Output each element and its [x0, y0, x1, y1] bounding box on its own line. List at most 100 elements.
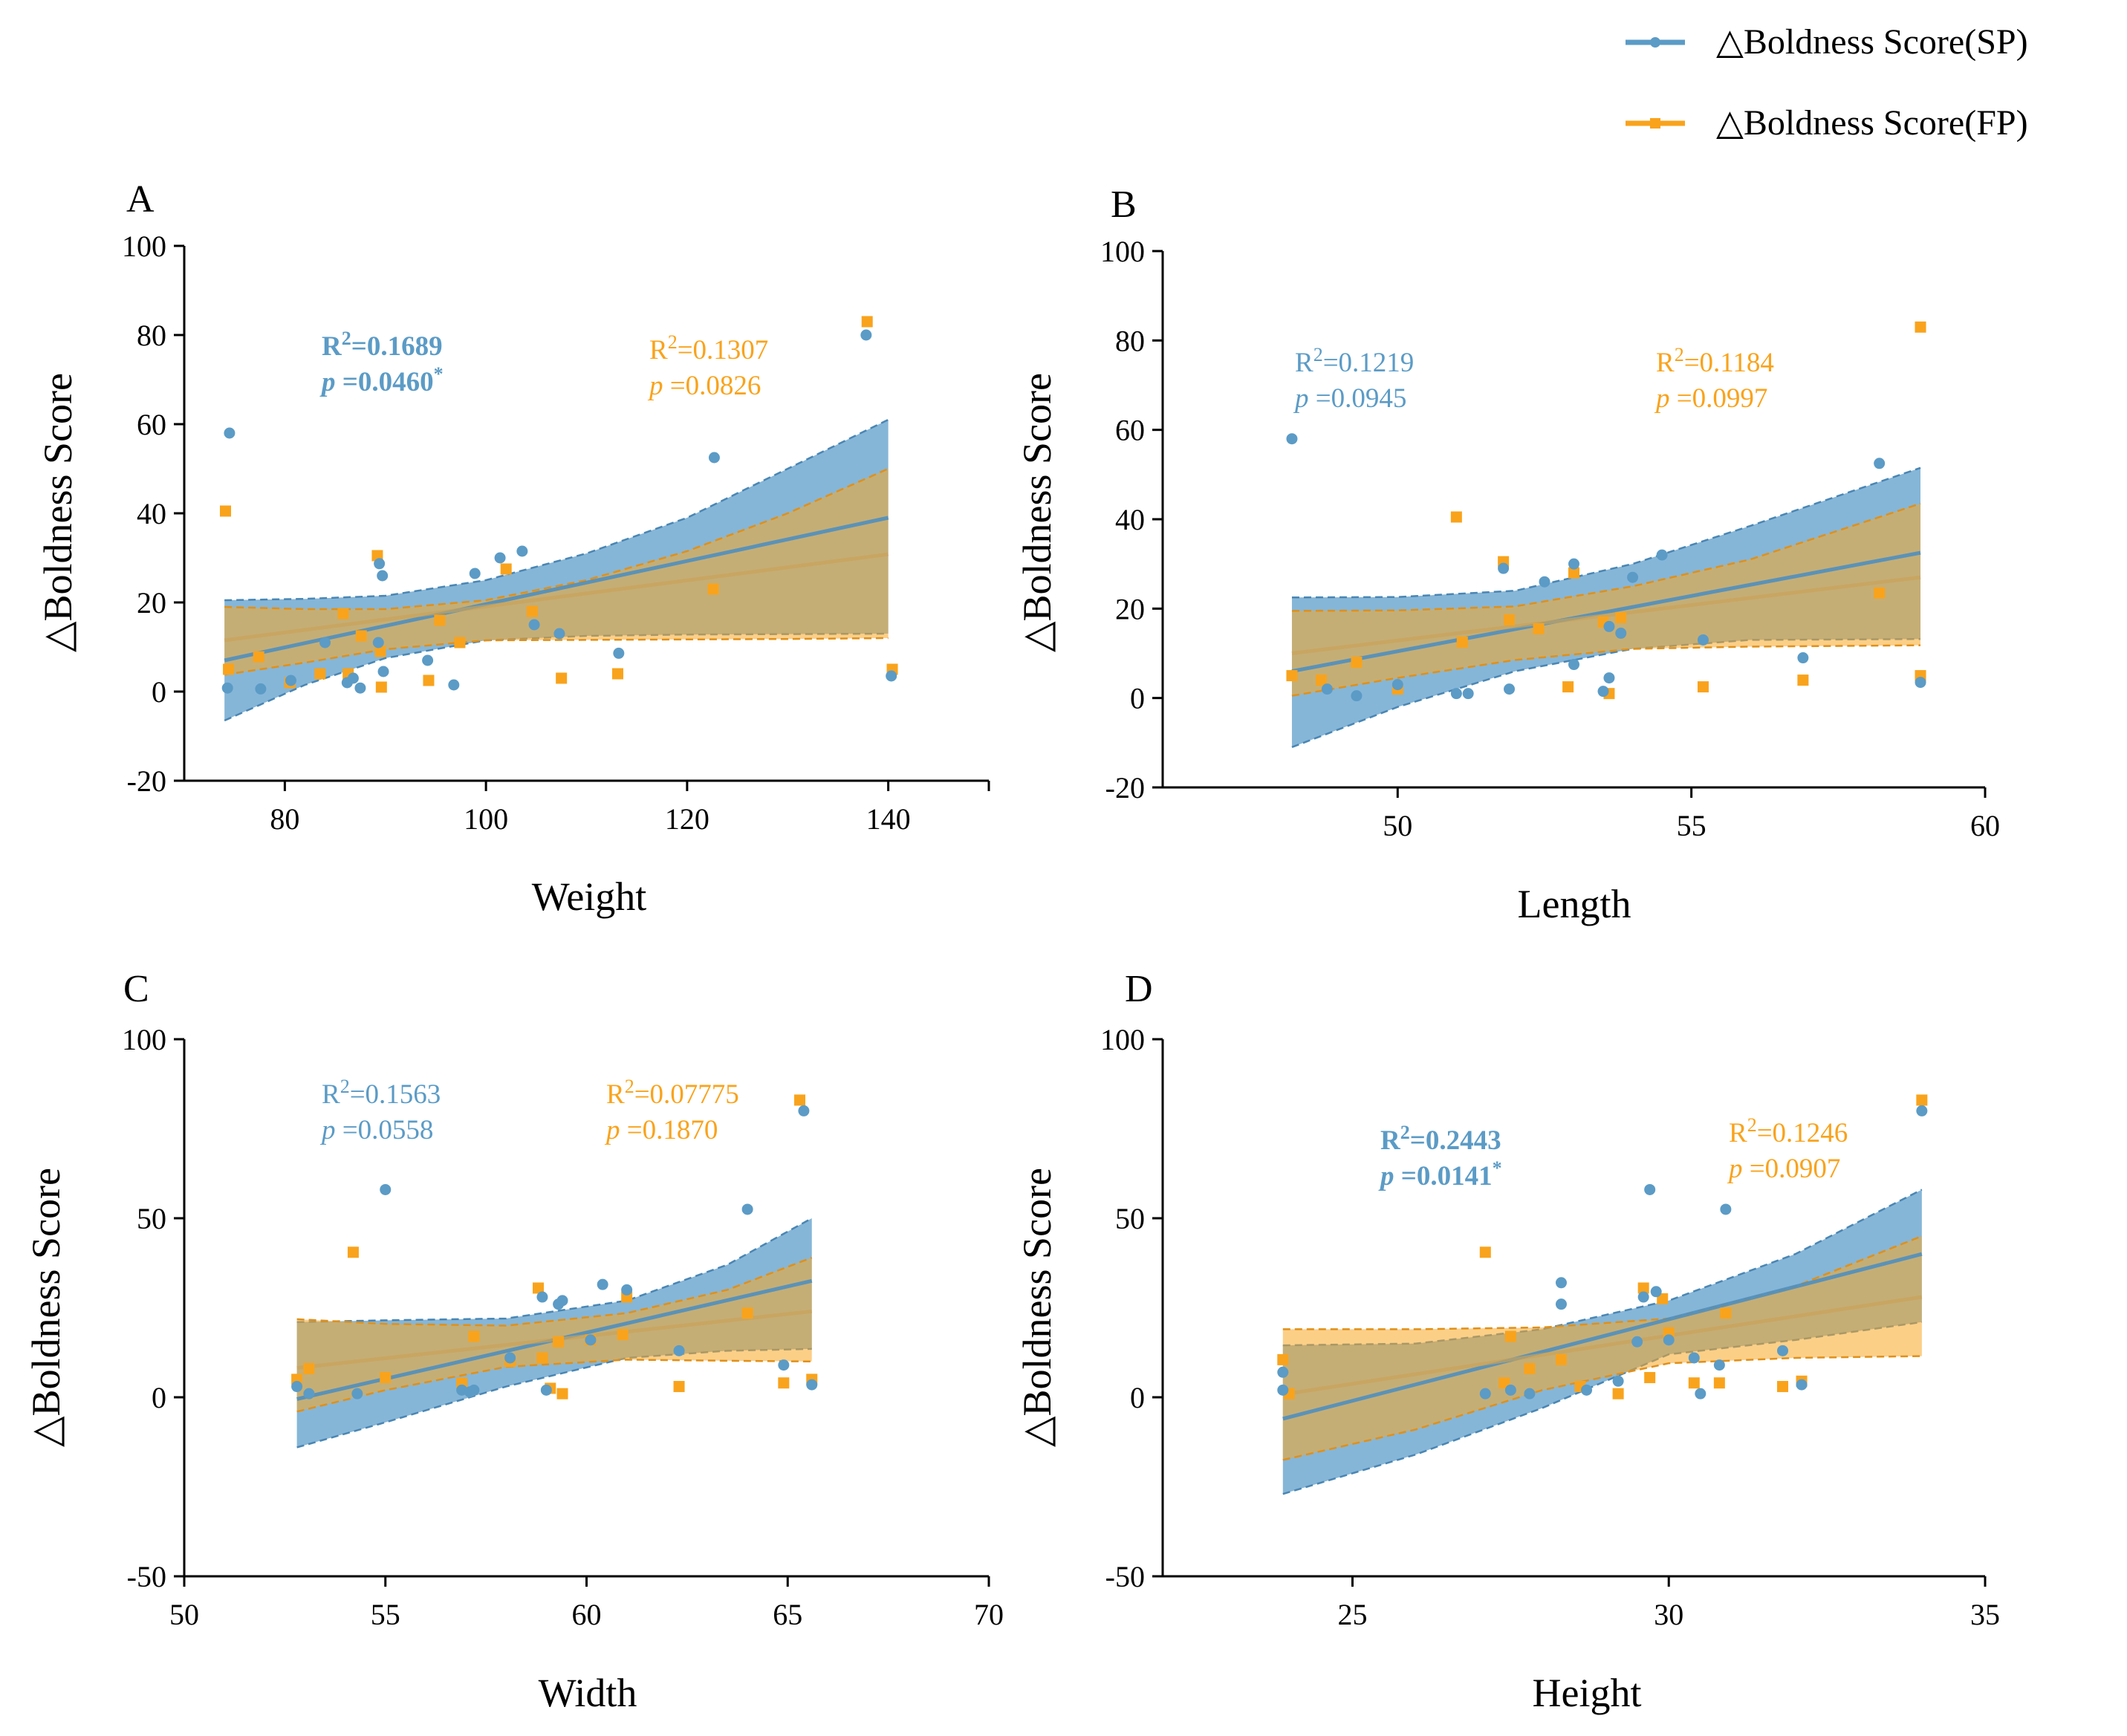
data-point-sp [1631, 1336, 1643, 1347]
data-point-sp [1688, 1352, 1700, 1364]
data-point-sp [351, 1388, 363, 1399]
y-tick-label: 20 [137, 586, 166, 620]
legend-marker-sp [1650, 37, 1660, 48]
data-point-sp [1797, 652, 1809, 664]
data-point-sp [319, 637, 331, 648]
y-tick-label: -50 [127, 1560, 166, 1593]
y-tick-label: 80 [1115, 324, 1145, 357]
data-point-sp [1695, 1388, 1707, 1399]
data-point-sp [1697, 634, 1709, 646]
data-point-fp [793, 1094, 805, 1106]
panel-label: C [123, 968, 149, 1010]
data-point-sp [673, 1345, 685, 1356]
x-tick-label: 100 [464, 802, 508, 836]
y-tick-label: 0 [1130, 1381, 1145, 1414]
y-tick-label: 50 [137, 1202, 166, 1235]
data-point-fp [1797, 674, 1809, 686]
fit-line-sp [1282, 1252, 1923, 1421]
data-point-fp [1637, 1282, 1649, 1294]
x-axis-label: Length [1518, 882, 1631, 926]
data-point-sp [255, 683, 267, 695]
data-point-fp [1504, 614, 1516, 625]
y-tick-label: 50 [1115, 1202, 1145, 1235]
data-point-fp [556, 672, 568, 684]
x-tick-label: 30 [1654, 1598, 1683, 1631]
data-point-fp [1713, 1377, 1725, 1389]
stats-sp: R2=0.2443 p =0.0141* [1378, 1122, 1502, 1192]
x-axis-label: Weight [532, 874, 647, 919]
panel-label: A [126, 178, 155, 221]
data-point-sp [1644, 1183, 1656, 1195]
legend-label-fp: △Boldness Score(FP) [1716, 103, 2028, 143]
y-tick-label: 0 [1130, 682, 1145, 715]
data-point-fp [355, 630, 367, 642]
confidence-band-fp [1282, 1236, 1922, 1460]
stats-sp-r2: R2=0.2443 [1380, 1122, 1501, 1156]
data-point-fp [556, 1388, 568, 1399]
x-axis-label: Width [539, 1671, 637, 1715]
data-point-sp [1720, 1203, 1732, 1215]
stats-fp: R2=0.1246 p =0.0907 [1727, 1114, 1848, 1184]
data-point-sp [354, 682, 366, 694]
data-point-sp [372, 637, 384, 648]
panel-b: B -20 0 20 40 60 80 100 50 55 60 R2=0.1219 p =0.0… [1015, 183, 2000, 926]
data-point-sp [291, 1381, 303, 1393]
data-point-sp [556, 1295, 568, 1307]
band-lower-fp [224, 637, 889, 676]
data-point-sp [1498, 562, 1510, 574]
data-point-sp [806, 1379, 818, 1391]
data-point-sp [1713, 1359, 1725, 1371]
data-point-sp [1504, 1384, 1516, 1396]
data-point-fp [223, 663, 235, 675]
data-point-sp [1650, 1286, 1662, 1298]
stats-sp-p: p =0.0558 [319, 1115, 433, 1145]
stats-sp-p: p =0.0141* [1378, 1157, 1502, 1192]
data-point-fp [617, 1329, 629, 1341]
x-tick-label: 35 [1970, 1598, 2000, 1631]
data-point-fp [1479, 1246, 1491, 1258]
data-point-fp [741, 1307, 753, 1319]
data-point-sp [377, 666, 389, 677]
x-tick-label: 50 [1383, 809, 1412, 842]
data-point-sp [613, 647, 625, 659]
y-tick-label: 40 [1115, 503, 1145, 536]
data-point-fp [1555, 1353, 1567, 1365]
data-point-fp [673, 1381, 685, 1393]
y-axis-label: △Boldness Score [36, 373, 80, 652]
fit-line-fp [1282, 1295, 1923, 1397]
data-point-sp [1874, 458, 1886, 469]
y-tick-label: 100 [1100, 1023, 1145, 1056]
x-axis-label: Height [1533, 1671, 1642, 1715]
stats-sp: R2=0.1219 p =0.0945 [1293, 344, 1414, 414]
data-point-sp [1663, 1334, 1675, 1346]
stats-sp-r2: R2=0.1219 [1295, 344, 1414, 378]
data-point-fp [423, 674, 435, 686]
data-point-fp [1688, 1377, 1700, 1389]
legend-item-fp: △Boldness Score(FP) [1626, 103, 2028, 143]
data-point-fp [337, 608, 349, 620]
y-tick-label: 20 [1115, 592, 1145, 625]
data-point-sp [1603, 620, 1615, 632]
data-point-sp [1524, 1388, 1536, 1399]
band-upper-sp [224, 418, 889, 602]
data-point-sp [224, 427, 236, 439]
data-point-sp [303, 1388, 315, 1399]
band-upper-fp [1291, 502, 1921, 612]
data-point-sp [1597, 686, 1609, 698]
data-point-fp [1697, 681, 1709, 693]
x-tick-label: 25 [1337, 1598, 1367, 1631]
data-point-fp [1533, 622, 1545, 634]
data-point-fp [1874, 587, 1886, 599]
data-point-sp [621, 1284, 633, 1296]
band-lower-fp [296, 1359, 812, 1413]
data-point-fp [434, 614, 446, 626]
data-point-sp [377, 570, 389, 582]
data-point-fp [1450, 511, 1462, 523]
stats-fp-p: p =0.1870 [604, 1115, 718, 1145]
stats-fp-r2: R2=0.1184 [1656, 344, 1774, 378]
data-point-fp [1286, 670, 1298, 682]
stats-sp: R2=0.1689 p =0.0460* [319, 328, 444, 397]
band-upper-sp [1291, 466, 1921, 599]
data-point-fp [1644, 1371, 1656, 1383]
data-point-fp [526, 605, 538, 617]
